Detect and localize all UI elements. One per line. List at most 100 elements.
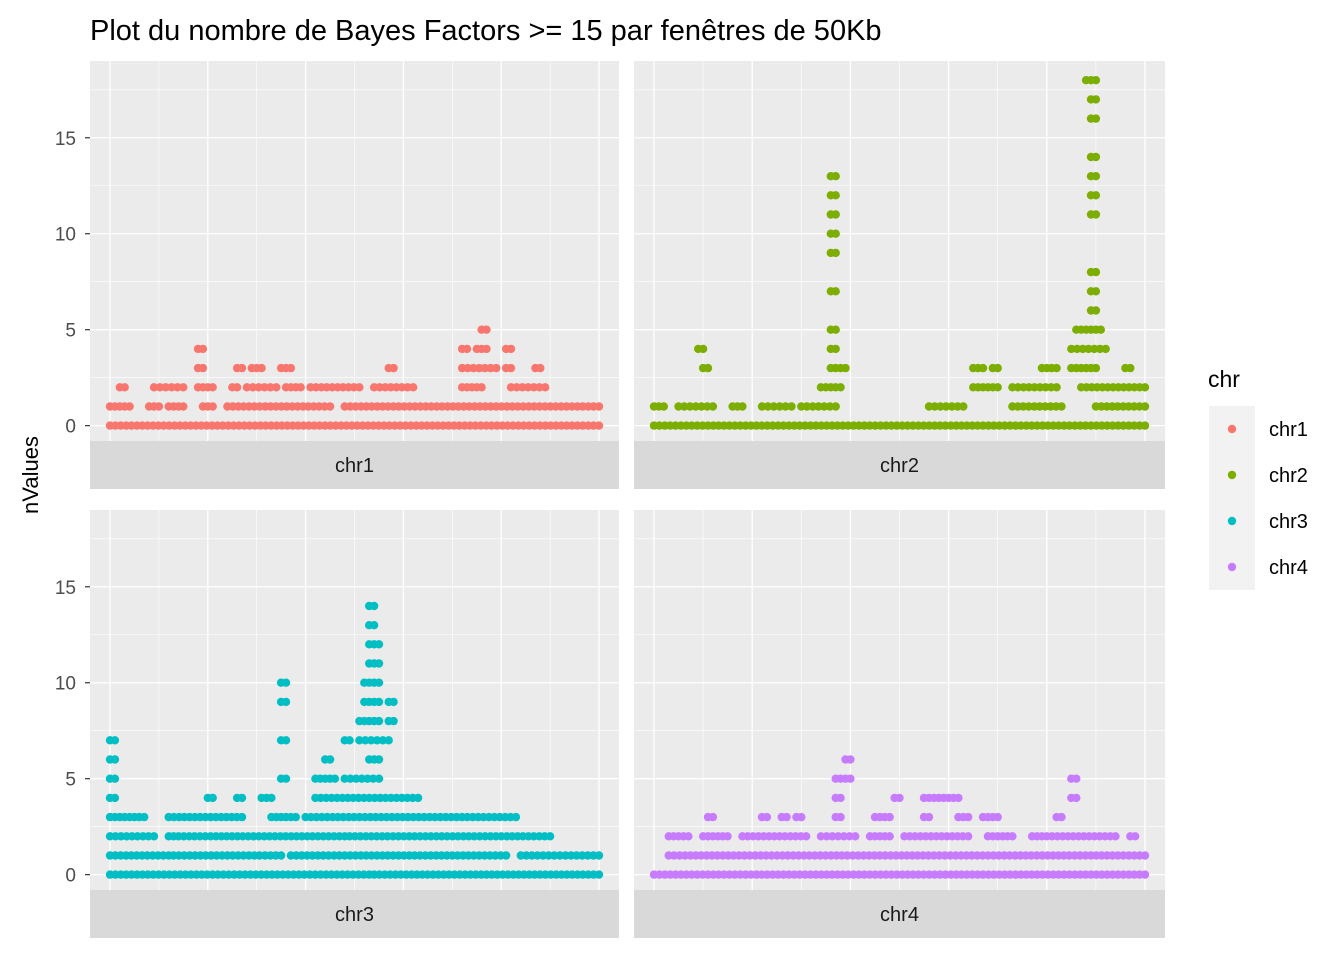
legend-label: chr4 (1269, 557, 1308, 579)
data-point (833, 832, 843, 841)
data-point (266, 383, 275, 392)
data-point (1057, 402, 1066, 411)
y-tick-label: 0 (65, 866, 76, 887)
data-point (993, 383, 1002, 392)
legend-item-chr3: chr3 (1209, 498, 1308, 544)
strip-label: chr3 (335, 904, 374, 926)
data-point (232, 383, 242, 392)
y-axis-label: nValues (18, 436, 43, 514)
data-point (1126, 363, 1135, 373)
data-point (482, 325, 491, 334)
data-point (594, 402, 604, 411)
data-point (120, 383, 129, 392)
data-point (684, 832, 693, 841)
data-point (831, 172, 840, 181)
data-point (802, 832, 811, 841)
data-point (1091, 363, 1101, 373)
data-point (885, 832, 894, 841)
data-point (237, 363, 247, 373)
data-point (594, 421, 604, 430)
data-point (140, 812, 149, 822)
data-point (769, 402, 778, 411)
data-point (1084, 344, 1093, 354)
data-point (173, 383, 182, 392)
data-point (389, 697, 398, 707)
data-point (208, 383, 217, 392)
data-point (389, 363, 398, 373)
data-point (384, 736, 393, 745)
y-tick-label: 15 (55, 578, 76, 599)
y-tick-label: 5 (65, 770, 76, 791)
data-point (964, 832, 973, 841)
facet-panel-chr3: chr3 0 5 10 15 (55, 510, 619, 938)
data-point (482, 344, 491, 354)
facet-panel-chr2: chr2 (634, 61, 1165, 489)
data-point (775, 402, 784, 411)
data-point (831, 229, 840, 238)
data-point (154, 402, 164, 411)
data-point (708, 402, 718, 411)
data-point (836, 383, 845, 392)
data-point (1140, 421, 1150, 430)
data-point (691, 402, 700, 411)
data-point (369, 774, 378, 783)
data-point (110, 793, 120, 803)
facet-panel-chr4: chr4 (634, 510, 1165, 938)
data-point (1111, 832, 1120, 841)
data-point (161, 383, 170, 392)
data-point (1091, 76, 1101, 85)
data-point (1091, 306, 1101, 315)
data-point (836, 793, 845, 803)
data-point (355, 736, 364, 745)
data-point (374, 774, 384, 783)
data-point (954, 793, 963, 803)
data-point (361, 736, 370, 745)
data-point (846, 774, 855, 783)
data-point (374, 678, 384, 687)
data-point (237, 793, 247, 803)
data-point (1052, 363, 1061, 373)
legend-title: chr (1208, 366, 1240, 392)
data-point (462, 344, 472, 354)
points-chr2 (649, 76, 1150, 430)
data-point (355, 383, 364, 392)
data-point (797, 812, 806, 822)
data-point (703, 363, 713, 373)
legend-marker (1227, 424, 1237, 434)
data-point (941, 402, 951, 411)
data-point (659, 402, 668, 411)
data-point (1101, 344, 1110, 354)
data-point (372, 736, 382, 745)
data-point (851, 832, 860, 841)
data-point (762, 812, 772, 822)
data-point (1091, 152, 1101, 162)
facet-panel-chr1: chr1 0 5 10 15 (55, 61, 619, 489)
y-tick-label: 0 (65, 417, 76, 438)
data-point (366, 736, 376, 745)
data-point (155, 383, 165, 392)
data-point (369, 601, 379, 611)
data-point (374, 755, 384, 764)
facet-panels: chr1 0 5 10 15 chr2 chr3 0 5 10 15 chr4 (55, 61, 1165, 938)
strip-background (90, 890, 619, 938)
data-point (536, 363, 545, 373)
data-point (978, 363, 988, 373)
data-point (149, 383, 159, 392)
points-chr1 (105, 325, 604, 430)
data-point (345, 736, 354, 745)
data-point (708, 812, 718, 822)
data-point (179, 383, 188, 392)
strip-label: chr1 (335, 455, 374, 477)
data-point (825, 402, 835, 411)
data-point (248, 383, 257, 392)
legend-marker (1227, 562, 1237, 572)
legend-label: chr3 (1269, 511, 1308, 533)
chart-title: Plot du nombre de Bayes Factors >= 15 pa… (90, 15, 882, 47)
data-point (413, 793, 423, 803)
strip-label: chr2 (880, 455, 919, 477)
data-point (125, 402, 134, 411)
data-point (409, 383, 418, 392)
data-point (831, 191, 840, 200)
y-tick-label: 5 (65, 321, 76, 342)
data-point (738, 402, 747, 411)
